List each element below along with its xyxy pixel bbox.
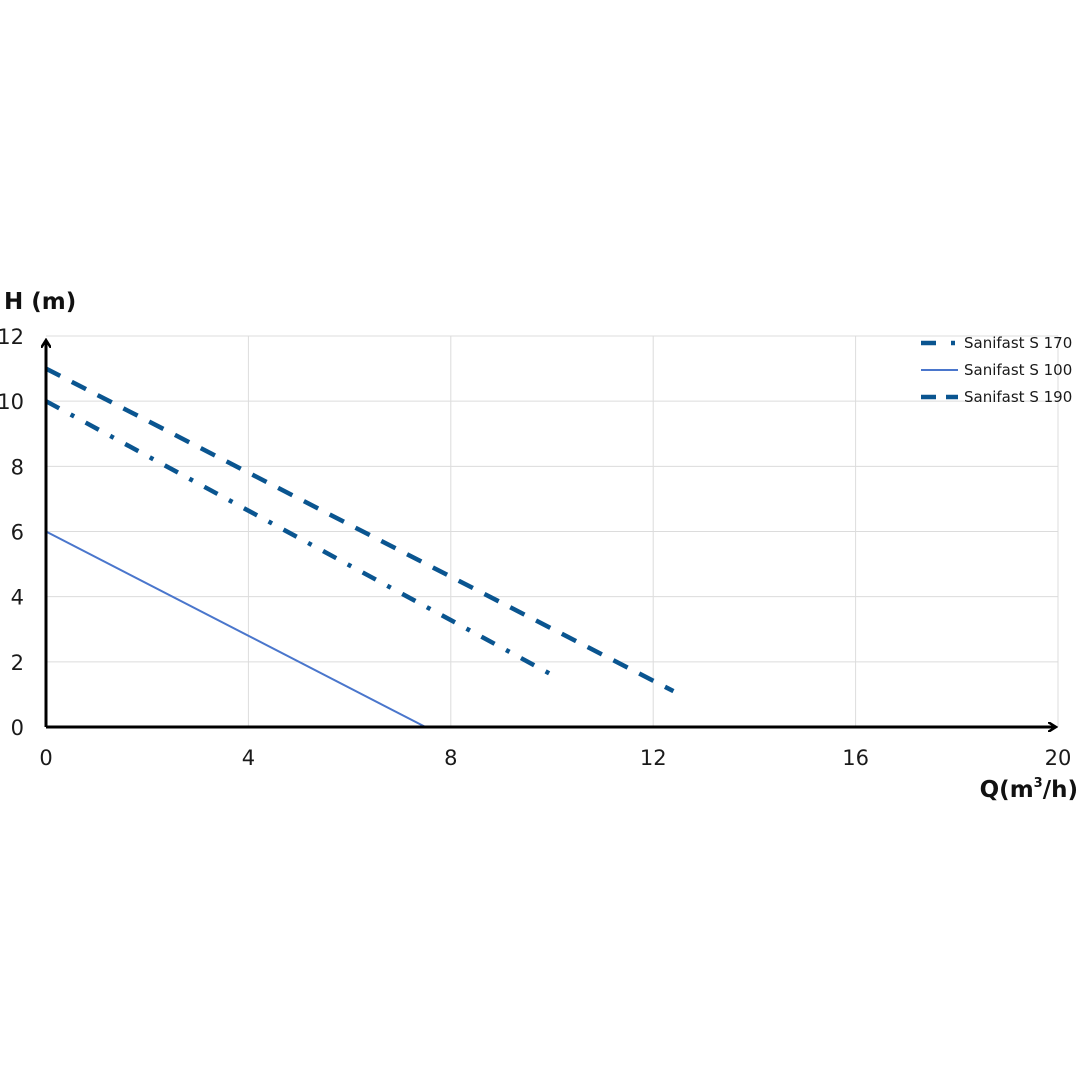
grid-lines xyxy=(46,335,1059,727)
x-tick-label: 8 xyxy=(444,746,457,770)
x-axis-title: Q(m3/h) xyxy=(980,776,1078,803)
x-axis-title-tail: /h) xyxy=(1043,777,1078,803)
y-tick-label: 6 xyxy=(11,521,24,545)
y-tick-label: 2 xyxy=(11,651,24,675)
x-tick-label: 12 xyxy=(640,746,667,770)
x-tick-label: 16 xyxy=(842,746,869,770)
x-axis-title-main: Q(m xyxy=(980,777,1034,803)
series-line xyxy=(45,530,426,728)
y-tick-label: 0 xyxy=(11,716,24,740)
x-tick-label: 0 xyxy=(39,746,52,770)
axes xyxy=(46,341,1055,727)
tick-labels: 0 4 8 12 16 20 0 2 4 6 8 10 12 xyxy=(0,325,1071,770)
legend-label: Sanifast S 190 xyxy=(964,388,1072,406)
y-tick-label: 12 xyxy=(0,325,24,349)
y-tick-label: 8 xyxy=(11,455,24,479)
y-tick-label: 4 xyxy=(11,586,24,610)
x-tick-label: 4 xyxy=(242,746,255,770)
legend-label: Sanifast S 170 xyxy=(964,334,1072,352)
series-line xyxy=(44,399,554,677)
series-line xyxy=(44,366,675,694)
series-layer xyxy=(44,366,675,728)
legend-label: Sanifast S 100 xyxy=(964,361,1072,379)
y-axis-title: H (m) xyxy=(4,289,76,315)
legend: Sanifast S 170 Sanifast S 100 Sanifast S 1… xyxy=(921,334,1072,406)
x-axis-title-sup: 3 xyxy=(1034,776,1043,791)
x-tick-label: 20 xyxy=(1045,746,1072,770)
y-tick-label: 10 xyxy=(0,390,24,414)
